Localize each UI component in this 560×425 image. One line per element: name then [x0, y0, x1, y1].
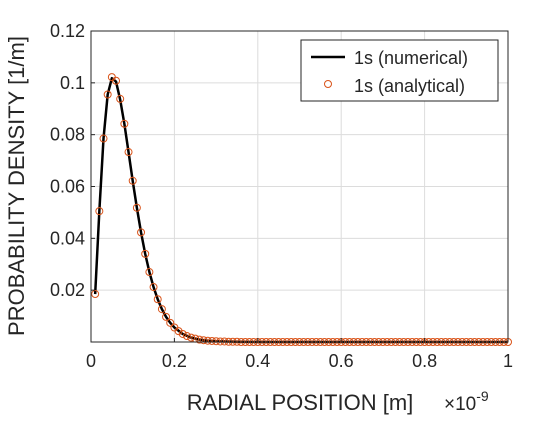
data-point-analytical — [128, 176, 137, 185]
data-point-analytical — [212, 337, 221, 346]
data-point-analytical — [124, 148, 133, 157]
y-tick-label: 0.08 — [50, 125, 85, 145]
data-point-analytical — [178, 329, 187, 338]
y-tick-label: 0.06 — [50, 177, 85, 197]
y-tick-label: 0.1 — [60, 73, 85, 93]
x-exponent-base: ×10 — [444, 394, 476, 415]
x-tick-label: 0 — [86, 351, 96, 371]
x-tick-label: 0.4 — [245, 351, 270, 371]
data-point-analytical — [207, 336, 216, 345]
y-axis-label: PROBABILITY DENSITY [1/m] — [4, 36, 29, 336]
data-point-analytical — [149, 283, 158, 292]
legend-label-analytical: 1s (analytical) — [354, 76, 465, 96]
legend: 1s (numerical) 1s (analytical) — [300, 39, 499, 102]
data-point-analytical — [95, 207, 104, 216]
data-point-analytical — [112, 76, 121, 85]
data-point-analytical — [132, 203, 141, 212]
x-tick-label: 0.8 — [412, 351, 437, 371]
x-tick-label: 0.6 — [329, 351, 354, 371]
y-tick-label: 0.02 — [50, 280, 85, 300]
data-point-analytical — [153, 295, 162, 304]
x-tick-label: 1 — [503, 351, 513, 371]
data-point-analytical — [91, 290, 100, 299]
legend-marker-swatch — [324, 80, 332, 88]
y-tick-label: 0.04 — [50, 228, 85, 248]
x-exponent-power: -9 — [476, 388, 489, 404]
data-point-analytical — [157, 305, 166, 314]
x-exponent-label: ×10-9 — [444, 388, 489, 415]
x-axis-label: RADIAL POSITION [m] — [187, 390, 414, 415]
x-tick-label: 0.2 — [162, 351, 187, 371]
tick-layer: 0 0.2 0.4 0.6 0.8 1 0.02 0.04 0.06 0.08 0.1 0.12 — [50, 21, 513, 371]
data-point-analytical — [166, 318, 175, 327]
data-point-analytical — [99, 134, 108, 143]
legend-label-numerical: 1s (numerical) — [354, 48, 468, 68]
data-point-analytical — [220, 337, 229, 346]
data-point-analytical — [174, 327, 183, 336]
data-point-analytical — [195, 335, 204, 344]
data-point-analytical — [162, 312, 171, 321]
data-point-analytical — [103, 90, 112, 99]
data-point-analytical — [145, 268, 154, 277]
data-point-analytical — [116, 94, 125, 103]
y-tick-label: 0.12 — [50, 21, 85, 41]
legend-box — [300, 39, 499, 102]
data-point-analytical — [187, 333, 196, 342]
data-point-analytical — [216, 337, 225, 346]
data-point-analytical — [182, 332, 191, 341]
data-point-analytical — [120, 119, 129, 128]
data-point-analytical — [203, 336, 212, 345]
data-point-analytical — [137, 228, 146, 237]
data-point-analytical — [141, 249, 150, 258]
data-point-analytical — [199, 336, 208, 345]
